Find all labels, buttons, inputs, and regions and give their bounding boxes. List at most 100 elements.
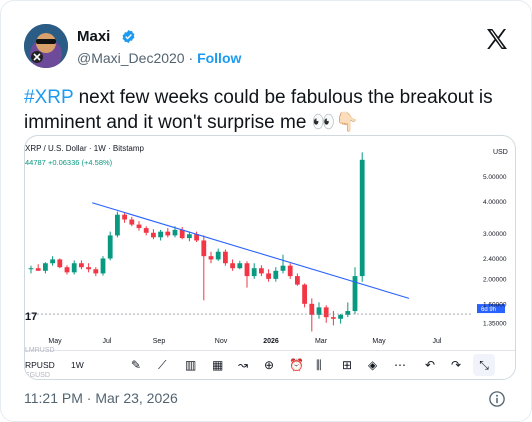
x-tick-label: Jul — [433, 338, 442, 345]
candle — [43, 262, 48, 274]
x-tick-label: Jul — [103, 338, 112, 345]
svg-text:6d 9h: 6d 9h — [481, 307, 496, 313]
add-icon[interactable]: ⊕ — [264, 358, 275, 372]
candle — [179, 227, 185, 240]
candle — [331, 311, 336, 326]
x-tick-label: Nov — [215, 338, 228, 345]
candle — [129, 216, 135, 227]
bar-chart-icon[interactable]: ▥ — [185, 358, 197, 372]
tradingview-logo: 17 — [25, 311, 37, 323]
templates-icon[interactable]: ⊞ — [342, 358, 353, 372]
candle — [201, 235, 207, 301]
candle — [287, 263, 293, 279]
candle — [79, 260, 84, 270]
pencil-icon[interactable]: ✎ — [131, 358, 142, 372]
candle — [208, 251, 214, 264]
candle — [230, 259, 235, 271]
x-tick-label: Mar — [315, 338, 328, 345]
symbol-label[interactable]: RPUSD — [25, 360, 55, 370]
candle — [165, 228, 171, 238]
hashtag-link[interactable]: #XRP — [24, 87, 74, 108]
chart-toolbar: LMRUSD RPUSD EGUSD 1W ✎ ⟋ ▥ ▦ ↝ ⊕ ⏰ ⫼ ⊞ … — [25, 347, 515, 379]
candle — [50, 256, 55, 266]
candle — [93, 267, 99, 277]
candle — [345, 302, 351, 318]
candle — [57, 258, 63, 269]
candle — [295, 273, 300, 286]
candle — [359, 152, 365, 282]
candle — [280, 254, 286, 274]
y-tick-label: 5.00000 — [483, 174, 507, 181]
candles-icon[interactable]: ⫼ — [316, 358, 322, 372]
chart-symbol-line: XRP / U.S. Dollar · 1W · Bitstamp — [25, 144, 144, 153]
candle — [86, 263, 91, 273]
candle — [100, 256, 106, 276]
fade-symbol-bottom: EGUSD — [25, 372, 50, 379]
candle — [136, 221, 142, 231]
candle — [251, 263, 257, 279]
verified-badge-icon — [122, 29, 135, 44]
candle — [107, 231, 113, 261]
handle-row: @Maxi_Dec2020 · Follow — [77, 50, 241, 66]
layout-grid-icon[interactable]: ▦ — [212, 358, 224, 372]
x-tick-label: May — [372, 338, 386, 345]
candle — [194, 231, 199, 243]
interval-button[interactable]: 1W — [71, 360, 84, 370]
redo-icon[interactable]: ↷ — [451, 358, 462, 372]
x-tick-label: 2026 — [263, 338, 279, 345]
x-tick-label: Sep — [153, 338, 166, 345]
candle — [28, 265, 34, 274]
candle — [35, 264, 41, 271]
candle — [143, 226, 149, 236]
x-logo-icon[interactable] — [485, 27, 509, 51]
y-tick-label: 2.40000 — [483, 256, 507, 263]
candle — [64, 265, 70, 275]
display-name[interactable]: Maxi — [77, 28, 111, 45]
y-tick-label: 1.60000 — [483, 301, 507, 308]
candle — [273, 267, 279, 282]
follow-button[interactable]: Follow — [197, 50, 242, 66]
trendline — [92, 202, 410, 299]
fullscreen-icon[interactable]: ⤡ — [473, 354, 495, 376]
candle — [316, 302, 322, 319]
candle — [223, 249, 228, 266]
layers-icon[interactable]: ◈ — [368, 358, 378, 372]
separator: · — [188, 50, 194, 66]
price-tag: 6d 9h — [477, 304, 505, 314]
chart-price-line: 44787 +0.06336 (+4.58%) — [25, 158, 113, 167]
timestamp[interactable]: 11:21 PM · Mar 23, 2026 — [24, 390, 178, 406]
candle — [151, 229, 156, 240]
y-tick-label: 3.00000 — [483, 231, 507, 238]
candle — [302, 283, 307, 308]
handle[interactable]: @Maxi_Dec2020 — [77, 50, 185, 66]
alarm-icon[interactable]: ⏰ — [289, 358, 304, 372]
candle — [115, 211, 120, 238]
x-tick-label: May — [48, 338, 62, 345]
candle — [158, 229, 163, 241]
candle — [244, 261, 250, 288]
chart-image[interactable]: XRP / U.S. Dollar · 1W · Bitstamp 44787 … — [24, 135, 516, 380]
candle — [338, 314, 343, 324]
undo-icon[interactable]: ↶ — [425, 358, 436, 372]
candle — [266, 269, 271, 282]
y-tick-label: 2.00000 — [483, 276, 507, 283]
candle — [187, 231, 192, 242]
info-icon[interactable] — [488, 390, 506, 408]
tweet-text: #XRP next few weeks could be fabulous th… — [24, 85, 514, 135]
indicators-icon[interactable]: ⟋ — [158, 358, 167, 372]
fade-symbol-top: LMRUSD — [25, 347, 55, 354]
candle — [71, 260, 77, 275]
y-tick-label: 1.35000 — [483, 320, 507, 327]
y-tick-label: 4.00000 — [483, 199, 507, 206]
candle — [215, 248, 221, 261]
candle — [237, 260, 243, 270]
candle — [309, 298, 315, 332]
avatar[interactable] — [24, 24, 68, 68]
candle — [259, 265, 264, 277]
tweet-body: next few weeks could be fabulous the bre… — [24, 87, 493, 133]
price-chart: 6d 9h 17 USD 1.35000 1.60000 2.00000 2.40000 3… — [25, 149, 508, 345]
more-icon[interactable]: ⋯ — [394, 358, 406, 372]
currency-label: USD — [493, 149, 508, 156]
trend-line-icon[interactable]: ↝ — [238, 358, 249, 372]
